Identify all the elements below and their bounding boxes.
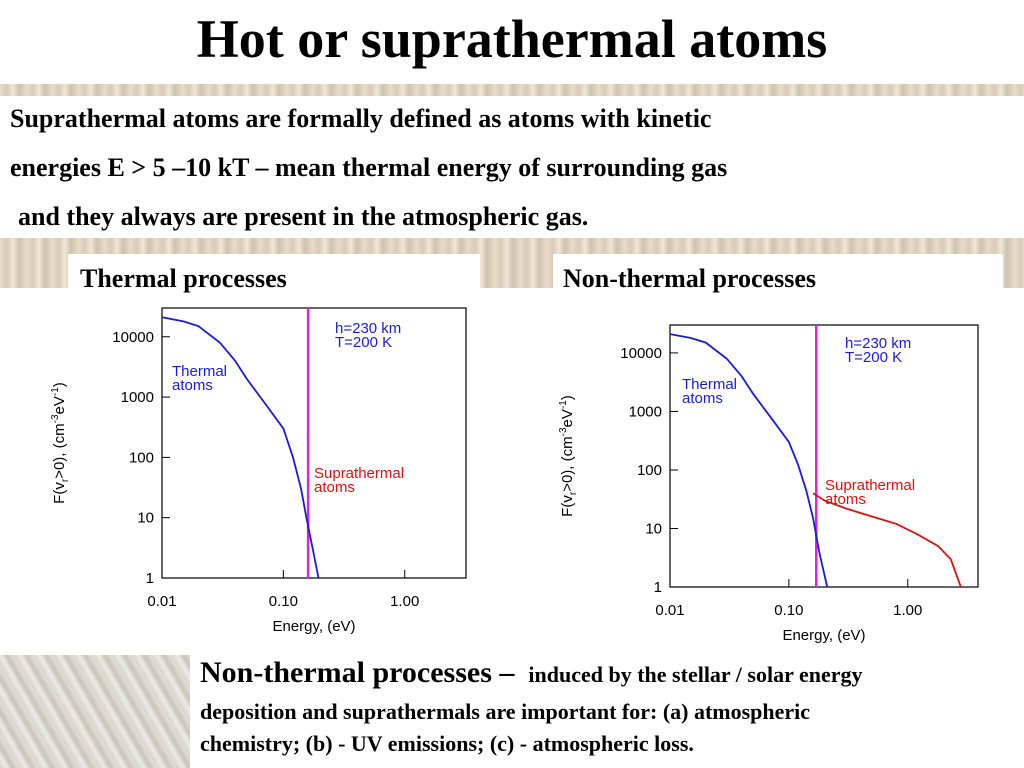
y-tick-label: 100 xyxy=(129,449,154,466)
intro-line: energies E > 5 –10 kT – mean thermal ene… xyxy=(10,153,728,182)
y-axis-label-part: -3 xyxy=(558,427,569,436)
footer-lead-text: Non-thermal processes – xyxy=(200,656,515,689)
y-axis-label-part: ) xyxy=(51,382,68,387)
y-axis-label-part: >0), (cm xyxy=(51,423,68,478)
annotation: h=230 km xyxy=(335,320,401,337)
footer-lead-rest: induced by the stellar / solar energy xyxy=(528,662,863,687)
series-line xyxy=(812,492,962,588)
y-tick-label: 10000 xyxy=(112,329,154,346)
annotation: Thermal xyxy=(172,363,227,380)
plot-frame xyxy=(669,324,979,588)
annotation: Thermal xyxy=(682,376,737,393)
panel-heading: Non-thermal processes xyxy=(563,264,816,293)
y-axis-label-part: ) xyxy=(559,395,576,400)
y-axis-label-part: r xyxy=(60,478,71,482)
plot-frame xyxy=(161,307,467,579)
annotation: atoms xyxy=(314,479,355,496)
y-tick-label: 1 xyxy=(654,579,662,596)
panel-box xyxy=(68,254,480,304)
annotation: h=230 km xyxy=(845,335,911,352)
panel-box xyxy=(553,254,1003,304)
y-tick-label: 1000 xyxy=(629,403,662,420)
y-tick-label: 1000 xyxy=(121,389,154,406)
series-line xyxy=(161,316,320,579)
y-axis-label-part: -1 xyxy=(50,387,61,396)
texture-image xyxy=(0,655,190,768)
y-axis-label: F(vr>0), (cm-3eV-1) xyxy=(50,382,71,504)
x-tick-label: 0.10 xyxy=(774,602,803,619)
y-tick-label: 1 xyxy=(146,570,154,587)
texture-band xyxy=(0,84,1024,96)
x-axis-label: Energy, (eV) xyxy=(782,627,865,644)
y-axis-label-part: r xyxy=(568,491,579,495)
annotation: T=200 K xyxy=(845,349,902,366)
y-axis-label-part: >0), (cm xyxy=(559,436,576,491)
x-axis-label: Energy, (eV) xyxy=(272,618,355,635)
x-tick-label: 0.10 xyxy=(269,593,298,610)
footer-line: chemistry; (b) - UV emissions; (c) - atm… xyxy=(200,731,694,756)
x-tick-label: 1.00 xyxy=(893,602,922,619)
x-tick-label: 0.01 xyxy=(147,593,176,610)
y-axis-label-part: F(v xyxy=(51,482,68,504)
y-tick-label: 100 xyxy=(637,462,662,479)
y-tick-label: 10 xyxy=(645,520,662,537)
y-axis-label-part: -1 xyxy=(558,400,569,409)
annotation: T=200 K xyxy=(335,334,392,351)
annotation: Suprathermal xyxy=(825,477,915,494)
footer-line: deposition and suprathermals are importa… xyxy=(200,699,811,724)
footer-lead: Non-thermal processes – induced by the st… xyxy=(200,656,862,690)
y-axis-label-part: eV xyxy=(559,409,576,427)
series-line xyxy=(669,333,829,588)
annotation: atoms xyxy=(172,377,213,394)
y-axis-label-part: eV xyxy=(51,396,68,414)
slide-title: Hot or suprathermal atoms xyxy=(196,9,828,69)
y-tick-label: 10 xyxy=(137,510,154,527)
x-tick-label: 1.00 xyxy=(390,593,419,610)
intro-line: Suprathermal atoms are formally defined … xyxy=(10,104,712,133)
y-axis-label: F(vr>0), (cm-3eV-1) xyxy=(558,395,579,517)
y-tick-label: 10000 xyxy=(620,345,662,362)
y-axis-label-part: F(v xyxy=(559,495,576,517)
annotation: atoms xyxy=(825,491,866,508)
panel-heading: Thermal processes xyxy=(80,264,287,293)
annotation: atoms xyxy=(682,390,723,407)
y-axis-label-part: -3 xyxy=(50,414,61,423)
annotation: Suprathermal xyxy=(314,465,404,482)
intro-line: and they always are present in the atmos… xyxy=(18,202,589,231)
x-tick-label: 0.01 xyxy=(655,602,684,619)
